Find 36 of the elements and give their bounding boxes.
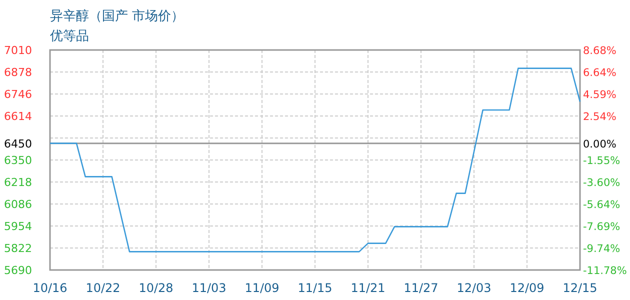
- line-series: [49, 68, 581, 252]
- x-tick-label: 10/16: [32, 281, 68, 295]
- y-tick-label: 6086: [4, 198, 32, 211]
- y-tick-label: 6614: [4, 110, 32, 123]
- x-tick-label: 11/15: [298, 281, 332, 295]
- chart-title: 异辛醇（国产 市场价）: [50, 9, 184, 24]
- x-tick-label: 12/09: [510, 281, 544, 295]
- y2-tick-label: 6.64%: [583, 66, 616, 79]
- x-tick-label: 10/22: [86, 281, 120, 295]
- y2-tick-label: 2.54%: [583, 111, 616, 124]
- chart-subtitle: 优等品: [50, 29, 89, 44]
- y2-tick-label: 8.68%: [583, 45, 616, 57]
- y-tick-label: 6746: [4, 88, 32, 101]
- y2-tick-label: 4.59%: [583, 88, 616, 101]
- x-tick-label: 11/21: [350, 281, 386, 295]
- y2-tick-label: -7.69%: [583, 221, 620, 234]
- x-tick-label: 11/03: [192, 281, 226, 295]
- y2-tick-label: -5.64%: [583, 198, 620, 211]
- x-tick-label: 11/27: [404, 281, 438, 295]
- x-tick-label: 12/03: [456, 281, 492, 295]
- y2-tick-label: -3.60%: [583, 177, 620, 190]
- y-tick-label: 5954: [4, 220, 32, 233]
- y-tick-label: 5690: [4, 264, 32, 277]
- y2-tick-label: -11.78%: [583, 265, 627, 277]
- y-tick-label: 6450: [4, 137, 32, 150]
- y-tick-label: 7010: [4, 44, 32, 57]
- y-tick-label: 6218: [4, 176, 32, 189]
- x-tick-label: 11/09: [244, 281, 280, 295]
- y-tick-label: 6350: [4, 154, 32, 167]
- y2-tick-label: -9.74%: [583, 243, 620, 256]
- x-tick-label: 12/15: [562, 281, 598, 295]
- y-tick-label: 5822: [4, 242, 32, 255]
- y2-tick-label: -1.55%: [583, 155, 620, 167]
- y2-tick-label: 0.00%: [583, 138, 616, 150]
- x-tick-label: 10/28: [138, 281, 174, 295]
- y-tick-label: 6878: [4, 66, 32, 79]
